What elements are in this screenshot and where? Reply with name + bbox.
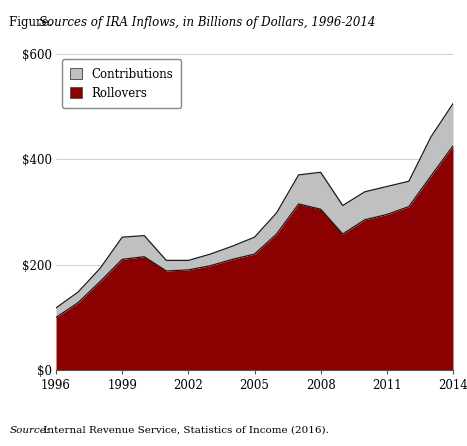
Legend: Contributions, Rollovers: Contributions, Rollovers bbox=[62, 59, 182, 108]
Text: Source:: Source: bbox=[9, 426, 50, 435]
Text: Internal Revenue Service, Statistics of Income (2016).: Internal Revenue Service, Statistics of … bbox=[40, 426, 329, 435]
Text: Sources of IRA Inflows, in Billions of Dollars, 1996-2014: Sources of IRA Inflows, in Billions of D… bbox=[39, 16, 375, 29]
Text: Figure.: Figure. bbox=[9, 16, 57, 29]
